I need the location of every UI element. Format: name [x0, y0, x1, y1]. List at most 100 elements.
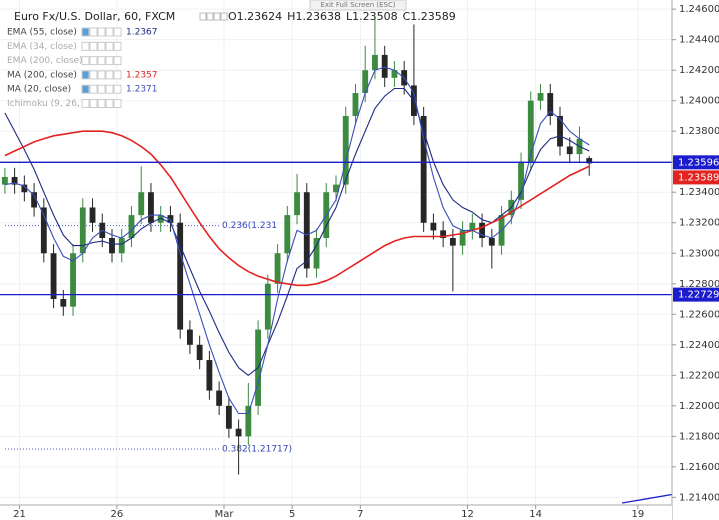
exit-fullscreen[interactable]	[309, 0, 407, 11]
legend-icon[interactable]	[81, 41, 90, 51]
legend-icon[interactable]	[97, 41, 106, 51]
legend-icon[interactable]	[105, 84, 114, 94]
exit-fullscreen-label[interactable]: Exit Full Screen (ESC)	[320, 1, 395, 9]
y-tick-label: 1.23200	[679, 218, 719, 229]
candle-body	[488, 238, 495, 246]
candle-body	[138, 192, 145, 216]
x-tick-label: 7	[357, 509, 363, 520]
ohlc-key: L	[346, 10, 353, 23]
price-axis	[672, 0, 719, 520]
legend-icon[interactable]	[89, 84, 98, 94]
y-tick-label: 1.23800	[679, 126, 719, 137]
legend-icon[interactable]	[89, 70, 98, 80]
legend-icon[interactable]	[81, 84, 90, 94]
legend-icon[interactable]	[105, 99, 114, 108]
legend-name: MA (200, close)	[7, 70, 77, 80]
legend-name: MA (20, close)	[7, 85, 71, 95]
legend-icon[interactable]	[97, 84, 106, 94]
legend-icon[interactable]	[113, 99, 122, 108]
candle-body	[342, 115, 349, 185]
candle-body	[391, 70, 398, 78]
legend-icon[interactable]	[113, 41, 122, 51]
legend-icon[interactable]	[89, 56, 98, 66]
candle-body	[11, 176, 18, 185]
candle-body	[89, 207, 96, 223]
candle-body	[157, 215, 164, 223]
title: Euro Fx/U.S. Dollar, 60, FXCM	[14, 10, 175, 23]
candle-body	[50, 253, 57, 300]
y-tick-label: 1.23000	[679, 248, 719, 259]
candle-body	[148, 192, 154, 223]
last-price-label: 1.23589	[678, 172, 719, 183]
y-tick-label: 1.22600	[679, 309, 719, 320]
indicator-line	[4, 130, 590, 287]
candle-body	[313, 238, 320, 269]
chart-title: Euro Fx/U.S. Dollar, 60, FXCM	[14, 10, 175, 23]
legend-icon[interactable]	[113, 70, 122, 80]
legend-icon[interactable]	[220, 12, 228, 21]
candle-body	[118, 238, 125, 254]
price-line-label: 1.22729	[678, 290, 719, 301]
y-tick-label: 1.22200	[679, 370, 719, 381]
legend-icon[interactable]	[81, 27, 90, 37]
candle-body	[537, 93, 544, 101]
candle-body	[21, 184, 28, 193]
legend-icon[interactable]	[199, 12, 207, 21]
candle-body	[284, 215, 291, 254]
candle-body	[264, 283, 271, 330]
ohlc-value: 1.23508	[352, 10, 398, 23]
legend-icon[interactable]	[97, 27, 106, 37]
legend-name: EMA (200, close)	[7, 56, 83, 66]
legend-value: 1.2371	[126, 85, 158, 95]
ohlc-key: O	[228, 10, 237, 23]
time-axis	[0, 505, 672, 520]
candle-body	[333, 184, 339, 193]
legend-icon[interactable]	[113, 27, 122, 37]
candle-body	[225, 405, 232, 429]
legend-icon[interactable]	[97, 56, 106, 66]
legend-icon[interactable]	[89, 41, 98, 51]
legend-icon[interactable]	[81, 99, 90, 108]
candle-body	[479, 222, 486, 239]
y-tick-label: 1.22000	[679, 401, 719, 412]
legend-name: EMA (34, close)	[7, 42, 77, 52]
last-price-tag	[673, 170, 719, 185]
ohlc-value: 1.23624	[237, 10, 283, 23]
ohlc-key: H	[287, 10, 295, 23]
candle-body	[547, 93, 554, 116]
legend-icon[interactable]	[105, 56, 114, 66]
legend-icon[interactable]	[213, 12, 221, 21]
legend-icon[interactable]	[97, 70, 106, 80]
x-tick-label: 26	[111, 509, 124, 520]
candle-body	[469, 222, 476, 231]
candle-body	[196, 344, 203, 361]
legend-icon[interactable]	[113, 84, 122, 94]
x-tick-label: 12	[461, 509, 474, 520]
legend-icon[interactable]	[113, 56, 122, 66]
legend-icon[interactable]	[206, 12, 214, 21]
candle-body	[216, 390, 223, 406]
candle-body	[167, 215, 174, 223]
candle-body	[518, 161, 524, 200]
candle-body	[566, 146, 573, 155]
legend-icon[interactable]	[105, 70, 114, 80]
x-tick-label: 19	[632, 509, 645, 520]
y-tick-label: 1.23400	[679, 187, 719, 198]
candle-body	[362, 70, 369, 94]
legend-icon[interactable]	[81, 56, 90, 66]
ohlc-value: 1.23638	[295, 10, 341, 23]
legend-icon[interactable]	[81, 70, 90, 80]
legend-name: EMA (55, close)	[7, 28, 77, 38]
plot: 0.236(1.231 0.382(1.21717)	[0, 16, 672, 475]
y-tick-label: 1.22800	[679, 279, 719, 290]
candle-body	[31, 192, 38, 208]
candle-body	[79, 207, 86, 254]
legend-icon[interactable]	[97, 99, 106, 108]
legend-icon[interactable]	[89, 99, 98, 108]
legend-icon[interactable]	[105, 27, 114, 37]
ohlc-value: 1.23589	[410, 10, 456, 23]
candle-body	[274, 253, 281, 284]
legend-icon[interactable]	[89, 27, 98, 37]
candle-body	[206, 360, 213, 391]
legend-icon[interactable]	[105, 41, 114, 51]
